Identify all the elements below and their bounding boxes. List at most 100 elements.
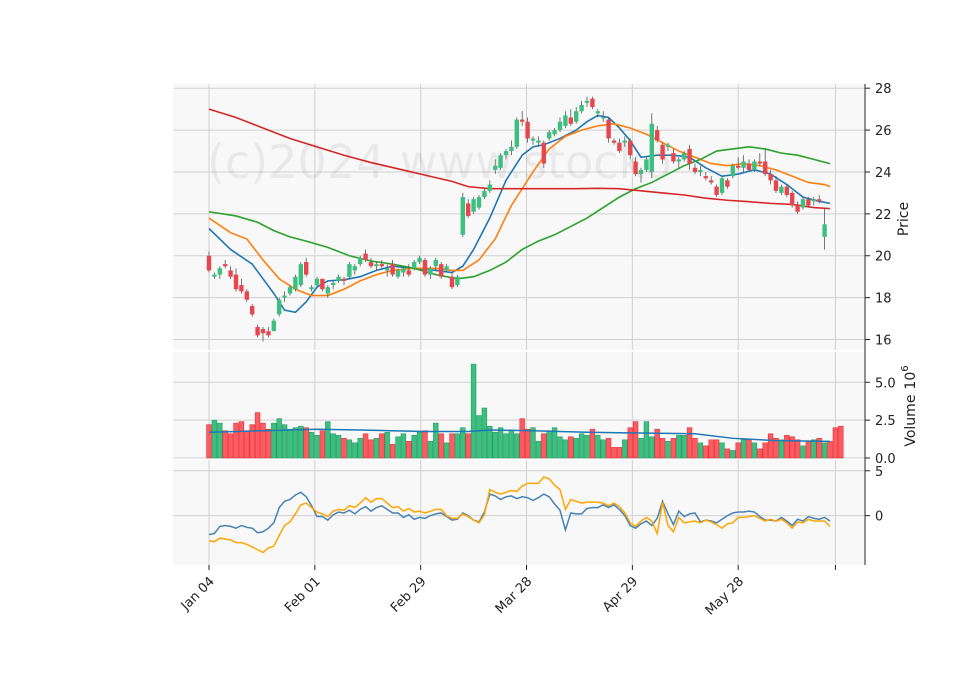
candle (471, 197, 476, 214)
candle (773, 176, 779, 193)
volume-bar (335, 434, 342, 459)
volume-bar (411, 434, 417, 459)
candle (822, 207, 827, 250)
candle-body (698, 169, 703, 172)
candle (719, 176, 725, 196)
candle (509, 140, 514, 156)
price-tick-label: 24 (875, 166, 892, 181)
volume-tick-label: 5.0 (875, 376, 896, 391)
volume-bar (352, 442, 358, 459)
candle-body (331, 282, 336, 286)
volume-bar (730, 450, 736, 459)
volume-bar (217, 422, 223, 459)
volume-bar (519, 418, 525, 459)
volume-bar (438, 433, 444, 459)
candle-body (422, 259, 428, 275)
candle-body (352, 266, 357, 271)
volume-bar (681, 434, 687, 459)
moving-average-series (208, 108, 831, 210)
candle-body (741, 161, 746, 168)
volume-bar (811, 439, 817, 459)
candle (255, 324, 260, 338)
candle (482, 188, 487, 200)
candle (314, 276, 320, 288)
volume-bar (805, 441, 812, 459)
volume-bar (589, 428, 596, 459)
volume-bar (595, 434, 601, 459)
candle-body (287, 287, 293, 294)
candle-body (471, 199, 476, 212)
candle-body (525, 121, 530, 139)
candle (277, 297, 282, 317)
candle (347, 262, 352, 279)
candle (649, 113, 654, 179)
candle (557, 117, 563, 133)
candle-body (228, 270, 233, 277)
candle-body (449, 276, 455, 288)
candle (784, 184, 789, 198)
candle (282, 291, 287, 302)
volume-bar (762, 442, 768, 459)
volume-bar (238, 421, 245, 459)
candle-body (379, 264, 384, 267)
candle (638, 167, 644, 183)
x-tick-label: May 28 (703, 574, 747, 618)
volume-bar (406, 441, 412, 459)
candle (633, 157, 638, 177)
candle-body (779, 186, 784, 193)
candle (250, 303, 255, 317)
candle (449, 272, 455, 290)
candle (644, 157, 649, 172)
candle-body (498, 155, 503, 168)
candle-body (223, 264, 228, 267)
volume-bar (622, 439, 628, 459)
candle-body (736, 165, 741, 168)
candle (536, 136, 541, 147)
volume-bar (632, 421, 639, 459)
candle-body (233, 274, 239, 290)
candle-body (660, 144, 665, 160)
candle (460, 192, 465, 237)
volume-bar (546, 430, 552, 459)
candle-body (460, 197, 465, 235)
candle (757, 153, 762, 166)
candle-body (714, 186, 719, 196)
volume-bar (287, 428, 293, 459)
candle (622, 136, 627, 147)
volume-bar (443, 442, 450, 459)
oscillator-panel-background (173, 460, 864, 565)
candle-body (595, 111, 600, 114)
candle (806, 197, 811, 208)
candle-body (541, 142, 546, 164)
volume-bars (206, 363, 844, 459)
candle (304, 257, 309, 277)
volume-bar (751, 442, 758, 459)
volume-bar (767, 433, 774, 459)
candle-body (341, 278, 347, 281)
candle (703, 171, 708, 181)
candle-body (703, 176, 708, 179)
candle (206, 251, 212, 273)
candle-body (217, 268, 222, 275)
candle (401, 266, 406, 277)
volume-bar (325, 421, 331, 459)
candle-body (520, 119, 525, 122)
volume-bar (400, 433, 407, 459)
candle (628, 138, 633, 160)
candle (725, 178, 730, 189)
volume-bar (416, 431, 423, 459)
candle-body (493, 165, 498, 170)
candle (331, 280, 336, 290)
volume-bar (481, 407, 488, 459)
volume-bar (492, 431, 498, 459)
candle-body (390, 264, 395, 275)
volume-bar (379, 433, 385, 459)
volume-bar (676, 434, 682, 459)
candle-body (763, 161, 768, 175)
oscillator-tick-label: 5 (875, 465, 883, 480)
candle-body (293, 276, 298, 290)
volume-bar (308, 431, 315, 459)
volume-bar (703, 445, 709, 459)
volume-bar (384, 431, 390, 459)
candle (687, 144, 692, 170)
